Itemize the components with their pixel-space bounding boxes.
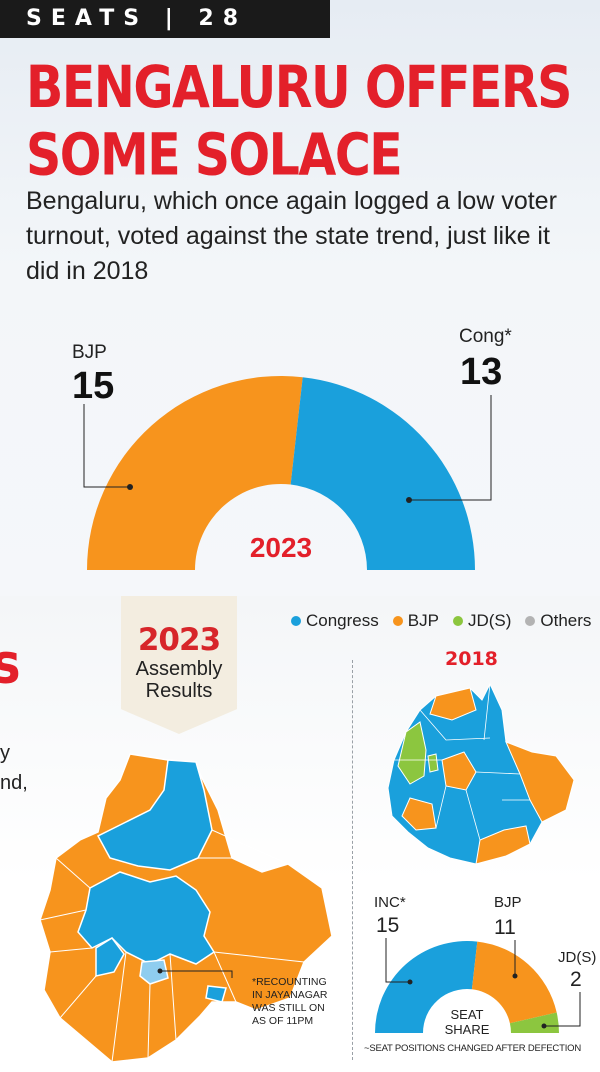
map-2018-bjp-northwest xyxy=(429,687,477,721)
footnote-line4: AS OF 11PM xyxy=(252,1015,314,1027)
legend: Congress BJP JD(S) Others xyxy=(291,611,591,631)
bjp-label: BJP xyxy=(72,342,107,363)
tag-year: 2023 xyxy=(137,622,221,658)
share-center-line2: SHARE xyxy=(445,1022,490,1037)
congress-dot-icon xyxy=(291,616,301,626)
jayanagar-leader-line xyxy=(160,970,233,978)
share-jds-arc xyxy=(509,1012,559,1033)
map-2023-congress-small xyxy=(205,985,227,1003)
cong-label: Cong* xyxy=(459,326,512,347)
others-dot-icon xyxy=(525,616,536,626)
legend-item-others: Others xyxy=(525,611,591,631)
share-bjp-arc xyxy=(471,941,557,1024)
bjp-leader-dot xyxy=(127,484,133,490)
share-jds-value: 2 xyxy=(570,968,582,991)
main-chart-year: 2023 xyxy=(250,532,312,563)
share-center-line1: SEAT xyxy=(451,1007,484,1022)
jds-dot-icon xyxy=(452,616,463,626)
map-2023-congress-west xyxy=(95,936,125,977)
jayanagar-leader-dot xyxy=(157,968,163,974)
tag-line1: Assembly xyxy=(135,658,223,680)
bjp-seat-arc xyxy=(87,375,303,570)
headline: BENGALURU OFFERS SOME SOLACE xyxy=(26,54,600,189)
share-jds-leader xyxy=(544,992,581,1027)
share-inc-leader xyxy=(385,938,410,983)
cropped-text-fragment-2: nd, xyxy=(0,772,28,794)
share-bjp-label: BJP xyxy=(494,894,522,911)
map-2018 xyxy=(387,682,575,865)
cong-leader-line xyxy=(409,395,492,501)
defection-note: ~SEAT POSITIONS CHANGED AFTER DEFECTION xyxy=(364,1043,581,1054)
main-seat-chart: BJP 15 Cong* 13 2023 xyxy=(72,326,512,570)
share-inc-value: 15 xyxy=(376,914,399,937)
recount-footnote: *RECOUNTING IN JAYANAGAR WAS STILL ON AS… xyxy=(252,976,327,1028)
map-2018-bjp-southwest xyxy=(401,797,437,831)
map-2023-congress-north xyxy=(96,759,213,871)
subheadline: Bengaluru, which once again logged a low… xyxy=(26,187,557,285)
map-2023 xyxy=(39,753,333,1063)
cropped-text-fragment-1: y xyxy=(0,742,10,764)
tag-line2: Results xyxy=(145,680,213,702)
headline-line2: SOME SOLACE xyxy=(26,121,403,189)
share-inc-label: INC* xyxy=(374,894,406,911)
share-bjp-value: 11 xyxy=(494,916,516,939)
cong-seat-arc xyxy=(290,377,475,570)
seats-banner: SEATS | 28 xyxy=(0,0,330,38)
map-2018-bjp-east xyxy=(505,741,575,823)
vertical-divider xyxy=(352,660,353,1060)
top-panel xyxy=(0,0,600,596)
bjp-dot-icon xyxy=(392,616,403,626)
map-2018-boundaries xyxy=(394,683,530,841)
share-inc-arc xyxy=(375,941,478,1033)
footnote-line3: WAS STILL ON xyxy=(252,1002,325,1014)
bjp-value: 15 xyxy=(72,365,114,407)
legend-item-bjp: BJP xyxy=(392,611,439,631)
headline-line1: BENGALURU OFFERS xyxy=(26,54,572,122)
share-jds-label: JD(S) xyxy=(558,949,596,966)
seat-share-chart: INC* 15 BJP 11 JD(S) 2 SEAT SHARE xyxy=(374,894,596,1037)
legend-item-congress: Congress xyxy=(291,611,379,631)
footnote-line2: IN JAYANAGAR xyxy=(252,989,328,1001)
bjp-leader-line xyxy=(83,404,130,488)
map-2018-jds-region xyxy=(397,721,427,785)
cropped-heading-fragment: s xyxy=(0,632,21,696)
map-2023-boundaries xyxy=(39,829,305,1063)
share-jds-leader-dot xyxy=(541,1023,547,1029)
share-bjp-leader-dot xyxy=(512,973,518,979)
share-inc-leader-dot xyxy=(407,979,413,985)
assembly-results-tag: 2023 Assembly Results xyxy=(121,596,237,734)
map-2018-label: 2018 xyxy=(445,648,498,670)
map-2018-bjp-center xyxy=(441,751,477,791)
cong-value: 13 xyxy=(460,351,502,393)
legend-item-jds: JD(S) xyxy=(452,611,511,631)
cong-leader-dot xyxy=(406,497,412,503)
map-2018-jds-small xyxy=(427,753,439,773)
footnote-line1: *RECOUNTING xyxy=(252,976,327,988)
map-2023-jayanagar xyxy=(139,959,169,985)
map-2023-congress-central xyxy=(77,871,216,965)
